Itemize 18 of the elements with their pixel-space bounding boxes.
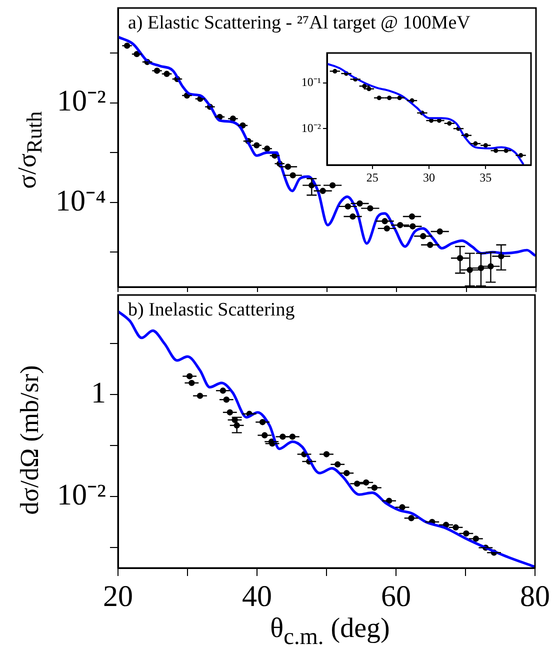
x-axis-title: θ$_{c.m.}$ (deg) xyxy=(270,613,390,650)
y-tick-label: 10⁻² xyxy=(57,478,106,512)
line-series xyxy=(327,62,524,165)
y-tick-label: 10⁻¹ xyxy=(301,75,322,90)
chart-title: a) Elastic Scattering - ²⁷Al target @ 100MeV xyxy=(128,12,471,34)
x-tick-label: 20 xyxy=(103,580,133,613)
y-tick-label: 10⁻² xyxy=(301,120,322,135)
y-tick-label: 10⁻⁴ xyxy=(56,184,106,218)
x-tick-label: 80 xyxy=(520,580,550,613)
chart-title: b) Inelastic Scattering xyxy=(128,299,296,320)
x-tick-label: 30 xyxy=(423,170,435,184)
x-tick-label: 25 xyxy=(366,170,378,184)
y-tick-label: 1 xyxy=(91,376,106,410)
y-tick-label: 10⁻² xyxy=(57,84,106,118)
y-axis-title: dσ/dΩ (mb/sr) xyxy=(15,365,45,515)
x-tick-label: 60 xyxy=(381,580,411,613)
x-tick-label: 40 xyxy=(242,580,272,613)
x-tick-label: 35 xyxy=(480,170,492,184)
